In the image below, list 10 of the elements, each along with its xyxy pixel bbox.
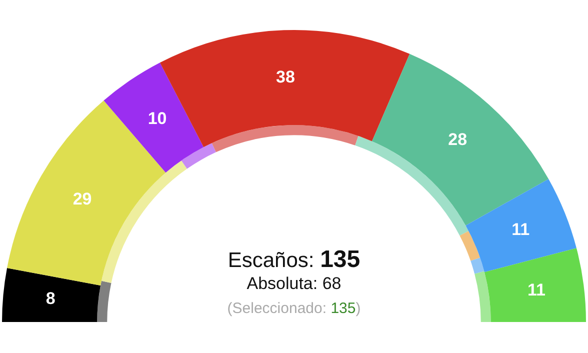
data-label: 29 bbox=[72, 189, 92, 208]
data-label: 38 bbox=[276, 67, 295, 86]
data-label: 11 bbox=[527, 280, 546, 300]
data-label: 11 bbox=[512, 220, 530, 240]
data-label: 8 bbox=[46, 288, 56, 308]
data-label: 28 bbox=[448, 130, 468, 150]
text: (Seleccionado: 135) bbox=[227, 300, 361, 317]
text: Absoluta: 68 bbox=[246, 274, 342, 293]
data-label: 10 bbox=[148, 109, 167, 128]
text: Escaños: 135 bbox=[228, 246, 360, 273]
